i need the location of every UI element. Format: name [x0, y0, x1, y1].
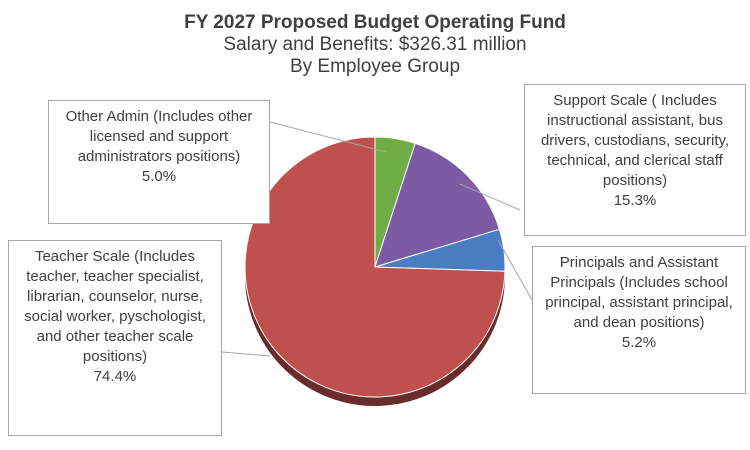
leader-line-other-admin	[269, 121, 387, 153]
callout-other-admin-pct: 5.0%	[141, 168, 177, 185]
leader-line-support	[459, 183, 521, 211]
chart-subtitle-group: By Employee Group	[289, 56, 461, 77]
callout-principals-pct: 5.2%	[621, 334, 657, 351]
callout-teacher-scale: Teacher Scale (Includes teacher, teacher…	[8, 240, 222, 436]
callout-teacher-scale-pct: 74.4%	[93, 368, 137, 385]
leader-line-teacher	[221, 351, 271, 357]
callout-other-admin: Other Admin (Includes other licensed and…	[48, 100, 270, 224]
callout-support-scale: Support Scale ( Includes instructional a…	[524, 84, 746, 236]
callout-support-scale-label: Support Scale ( Includes instructional a…	[540, 92, 730, 189]
leader-lines	[221, 121, 533, 357]
callout-support-scale-pct: 15.3%	[613, 192, 657, 209]
callout-principals-label: Principals and Assistant Principals (Inc…	[545, 254, 733, 331]
callout-other-admin-label: Other Admin (Includes other licensed and…	[65, 108, 253, 165]
callout-principals: Principals and Assistant Principals (Inc…	[532, 246, 746, 394]
pie-slice-teacher-scale	[244, 136, 506, 398]
pie-slices-layer	[244, 136, 506, 398]
chart-subtitle-amount: Salary and Benefits: $326.31 million	[223, 34, 527, 55]
callout-teacher-scale-label: Teacher Scale (Includes teacher, teacher…	[24, 248, 206, 365]
chart-title: FY 2027 Proposed Budget Operating Fund	[184, 12, 566, 33]
leader-line-principals	[497, 239, 533, 301]
pie-slice-support-scale	[374, 142, 501, 268]
chart-title-block: FY 2027 Proposed Budget Operating Fund S…	[0, 12, 750, 78]
